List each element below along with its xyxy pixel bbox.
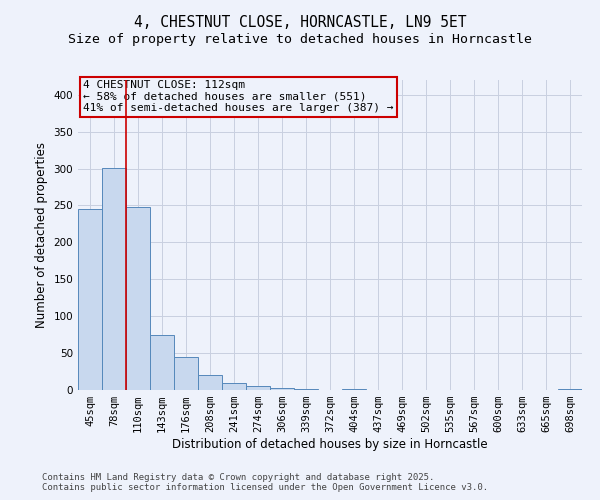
- Bar: [126, 207, 150, 390]
- Bar: [198, 374, 222, 390]
- Bar: [246, 386, 270, 390]
- Bar: [150, 334, 174, 390]
- Bar: [222, 384, 246, 390]
- Text: 4, CHESTNUT CLOSE, HORNCASTLE, LN9 5ET: 4, CHESTNUT CLOSE, HORNCASTLE, LN9 5ET: [134, 15, 466, 30]
- Bar: [270, 388, 294, 390]
- Text: Size of property relative to detached houses in Horncastle: Size of property relative to detached ho…: [68, 32, 532, 46]
- Bar: [174, 357, 198, 390]
- Bar: [102, 168, 126, 390]
- Bar: [342, 388, 366, 390]
- Y-axis label: Number of detached properties: Number of detached properties: [35, 142, 48, 328]
- Bar: [558, 388, 582, 390]
- Text: Contains HM Land Registry data © Crown copyright and database right 2025.
Contai: Contains HM Land Registry data © Crown c…: [42, 473, 488, 492]
- X-axis label: Distribution of detached houses by size in Horncastle: Distribution of detached houses by size …: [172, 438, 488, 451]
- Text: 4 CHESTNUT CLOSE: 112sqm
← 58% of detached houses are smaller (551)
41% of semi-: 4 CHESTNUT CLOSE: 112sqm ← 58% of detach…: [83, 80, 394, 113]
- Bar: [78, 209, 102, 390]
